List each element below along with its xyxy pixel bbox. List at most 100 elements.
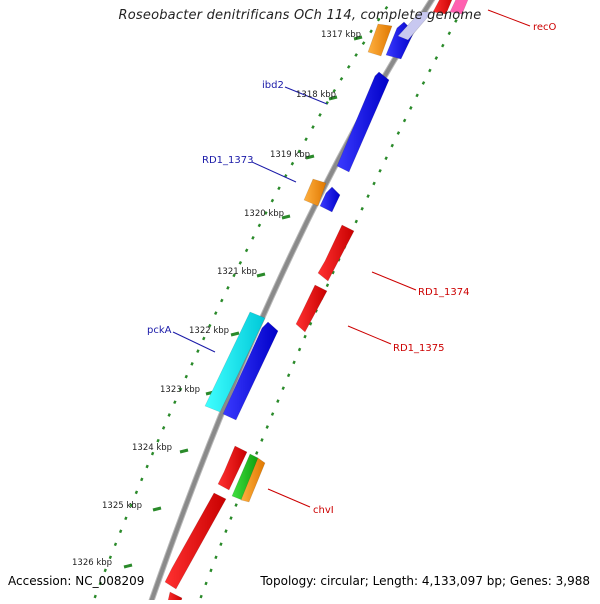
scale-label: 1326 kbp [72,558,112,568]
gene-arrow-forward [319,186,341,213]
outer-tick-ring-dot [292,360,296,365]
outer-tick-ring-dot [421,81,426,85]
inner-tick-ring-dot [173,400,177,405]
inner-tick-ring-dot [318,113,322,117]
inner-tick-ring-dot [150,451,155,456]
inner-tick-ring-dot [332,88,337,93]
label-leader-line [487,9,531,27]
inner-tick-ring-dot [311,125,315,129]
inner-tick-ring-dot [297,149,301,154]
outer-tick-ring-dot [454,19,458,23]
inner-tick-ring-dot [98,581,102,586]
inner-tick-ring-dot [238,260,243,265]
gene-arrow-reverse [432,0,453,15]
genome-backbone-core [148,0,435,604]
inner-tick-ring-dot [369,29,373,34]
inner-tick-ring-dot [113,542,118,547]
inner-tick-ring-dot [244,248,249,253]
inner-tick-ring-dot [257,223,262,228]
inner-tick-ring-dot [361,41,366,46]
inner-tick-ring-dot [264,211,268,215]
outer-tick-ring-dot [224,529,228,533]
inner-tick-ring-dot [304,137,308,142]
gene-label-ibd2: ibd2 [262,80,284,91]
gene-arrow-forward [336,71,390,173]
gene-label-pcka: pckA [147,325,172,336]
inner-tick-ring-dot [134,490,139,495]
genome-summary: Topology: circular; Length: 4,133,097 bp… [260,574,590,588]
inner-tick-ring-dot [339,76,344,81]
inner-tick-ring-dot [145,464,149,469]
scale-label: 1323 kbp [160,385,200,395]
inner-tick-ring-dot [124,516,128,521]
gene-arrow-forward [222,321,279,421]
inner-tick-ring-dot [270,198,275,203]
gene-arrow-reverse [166,591,183,604]
inner-tick-ring-dot [220,298,224,303]
inner-tick-ring-dot [156,438,160,443]
scale-label: 1318 kbp [296,90,336,100]
gene-arrow-forward [240,457,266,503]
outer-tick-ring-dot [260,438,264,442]
label-leader-line [172,331,216,353]
inner-tick-ring-dot [167,413,171,417]
scale-label: 1320 kbp [244,209,284,219]
scale-tick [353,35,363,41]
outer-tick-ring-dot [281,386,285,391]
outer-tick-ring-dot [428,68,432,73]
scale-label: 1317 kbp [321,30,361,40]
gene-arrow-reverse [295,284,328,333]
gene-label-reco: recO [533,22,557,33]
outer-tick-ring-dot [360,206,364,211]
inner-tick-ring-dot [93,594,97,599]
inner-tick-ring-dot [161,425,166,430]
gene-arrow-reverse [317,224,355,282]
gene-arrow-forward [204,311,266,413]
outer-tick-ring-dot [265,425,269,429]
outer-tick-ring-dot [441,43,445,48]
outer-tick-ring-dot [396,131,401,135]
inner-tick-ring-dot [108,555,113,560]
scale-tick [281,214,291,220]
outer-tick-ring-dot [270,412,275,416]
scale-tick [230,331,240,337]
outer-tick-ring-dot [308,321,313,326]
scale-tick [123,563,133,569]
inner-tick-ring-dot [232,273,236,278]
outer-tick-ring-dot [384,156,388,161]
inner-tick-ring-dot [103,568,107,573]
inner-tick-ring-dot [202,336,206,341]
scale-label: 1324 kbp [132,443,172,453]
gene-arrow-reverse [449,0,469,15]
outer-tick-ring-dot [325,283,330,288]
gene-label-chvi: chvI [313,505,334,516]
scale-label: 1322 kbp [189,326,229,336]
inner-tick-ring-dot [384,5,389,10]
gene-label-rd1_1373: RD1_1373 [202,155,253,166]
inner-tick-ring-dot [129,503,133,508]
outer-tick-ring-dot [447,31,452,36]
scale-tick [328,95,338,101]
inner-tick-ring-dot [346,64,351,69]
scale-label: 1325 kbp [102,501,142,511]
label-leader-line [267,488,311,508]
label-leader-line [371,271,417,291]
scale-label: 1319 kbp [270,150,310,160]
outer-tick-ring-dot [366,194,370,198]
outer-tick-ring-dot [390,143,394,148]
outer-tick-ring-dot [415,93,419,98]
inner-tick-ring-dot [376,17,381,22]
inner-tick-ring-dot [214,311,218,316]
outer-tick-ring-dot [229,516,233,520]
gene-arrow-forward [367,23,393,57]
scale-tick [256,272,266,278]
gene-label-rd1_1374: RD1_1374 [418,287,469,298]
inner-tick-ring-dot [184,374,188,379]
inner-tick-ring-dot [226,286,230,290]
label-leader-line [284,86,328,105]
outer-tick-ring-dot [378,168,382,173]
gene-arrow-forward [397,11,433,41]
inner-tick-ring-dot [277,186,281,191]
outer-tick-ring-dot [303,334,307,339]
outer-tick-ring-dot [199,594,203,599]
